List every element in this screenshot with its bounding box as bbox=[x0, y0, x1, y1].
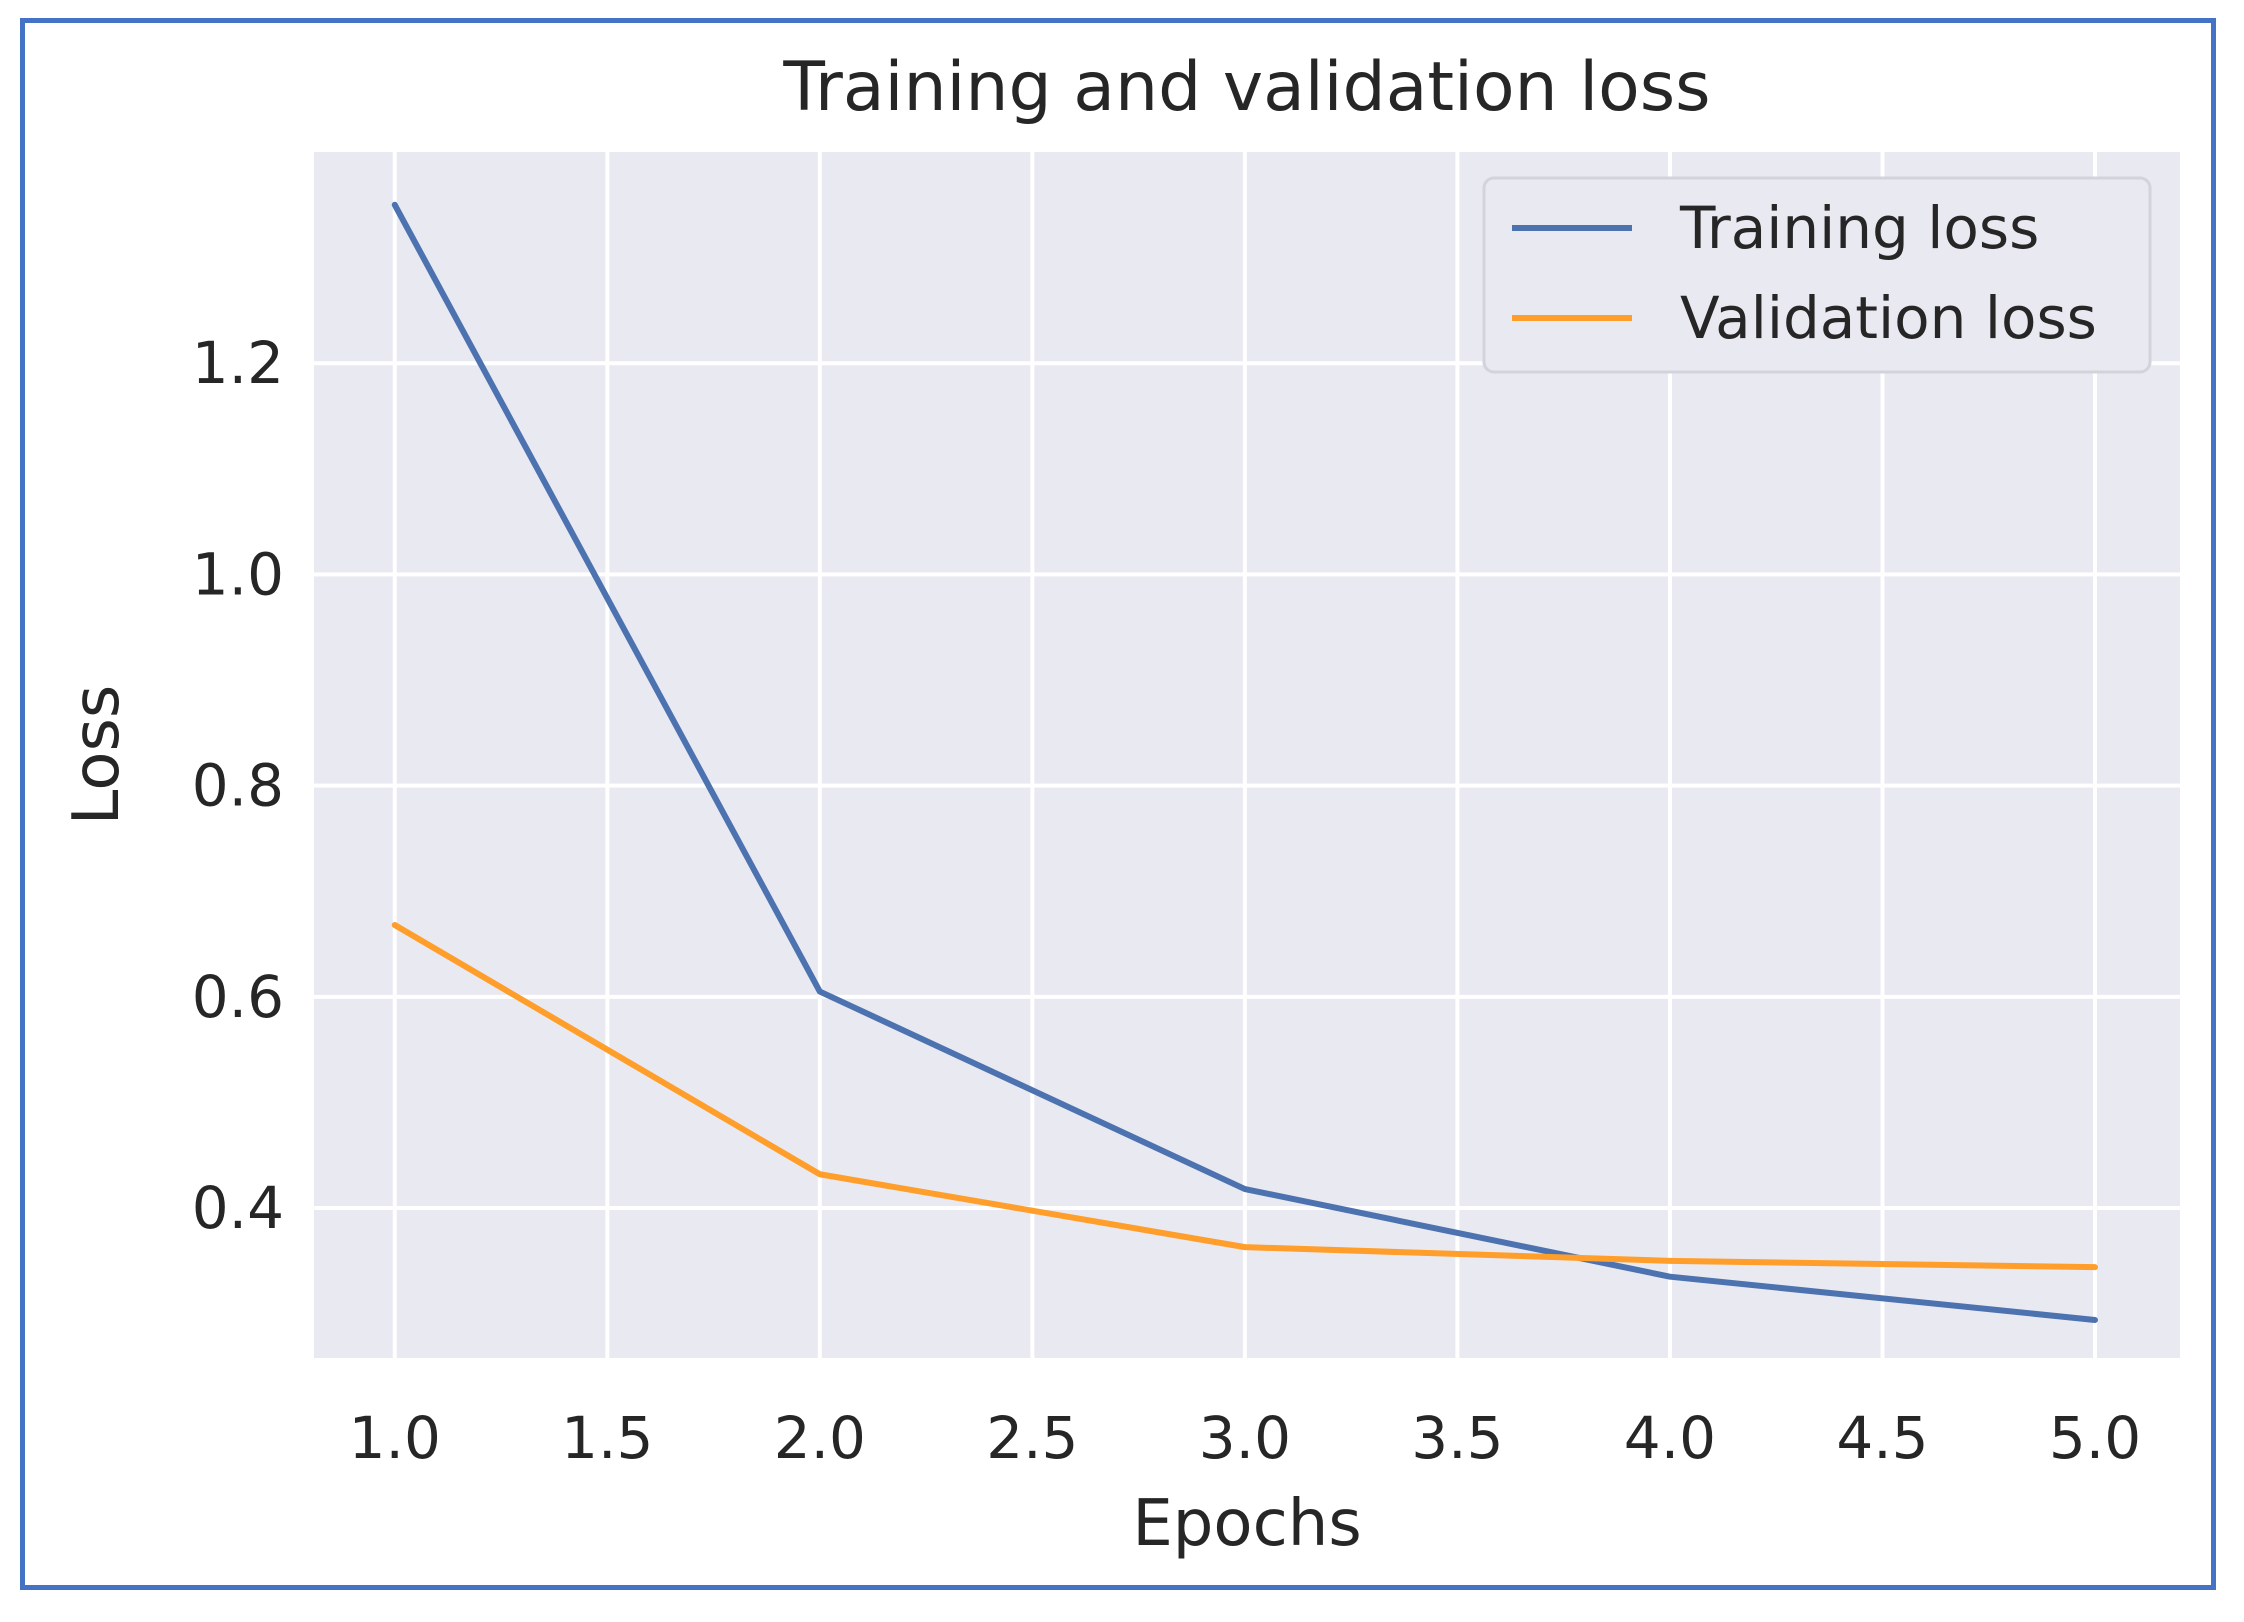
y-tick-label: 0.8 bbox=[192, 752, 284, 820]
chart-title: Training and validation loss bbox=[782, 48, 1710, 127]
y-tick-label: 0.6 bbox=[192, 963, 284, 1031]
x-tick-label: 1.5 bbox=[561, 1404, 653, 1472]
legend-label-training: Training loss bbox=[1679, 194, 2039, 262]
x-tick-labels: 1.0 1.5 2.0 2.5 3.0 3.5 4.0 4.5 5.0 bbox=[349, 1404, 2141, 1472]
y-tick-label: 1.2 bbox=[192, 329, 284, 397]
series-lines bbox=[391, 201, 2098, 1323]
x-tick-label: 3.5 bbox=[1411, 1404, 1503, 1472]
y-tick-labels: 0.4 0.6 0.8 1.0 1.2 bbox=[192, 329, 284, 1242]
y-tick-label: 1.0 bbox=[192, 540, 284, 608]
x-tick-label: 1.0 bbox=[349, 1404, 441, 1472]
x-axis-label: Epochs bbox=[1132, 1487, 1361, 1561]
x-tick-label: 2.0 bbox=[774, 1404, 866, 1472]
x-tick-label: 3.0 bbox=[1199, 1404, 1291, 1472]
y-tick-label: 0.4 bbox=[192, 1174, 284, 1242]
x-tick-label: 2.5 bbox=[986, 1404, 1078, 1472]
x-tick-label: 4.5 bbox=[1836, 1404, 1928, 1472]
y-axis-label: Loss bbox=[60, 685, 134, 825]
legend-label-validation: Validation loss bbox=[1680, 284, 2097, 352]
x-tick-label: 5.0 bbox=[2049, 1404, 2141, 1472]
legend: Training loss Validation loss bbox=[1482, 176, 2152, 374]
legend-box bbox=[1482, 176, 2152, 374]
x-tick-label: 4.0 bbox=[1624, 1404, 1716, 1472]
